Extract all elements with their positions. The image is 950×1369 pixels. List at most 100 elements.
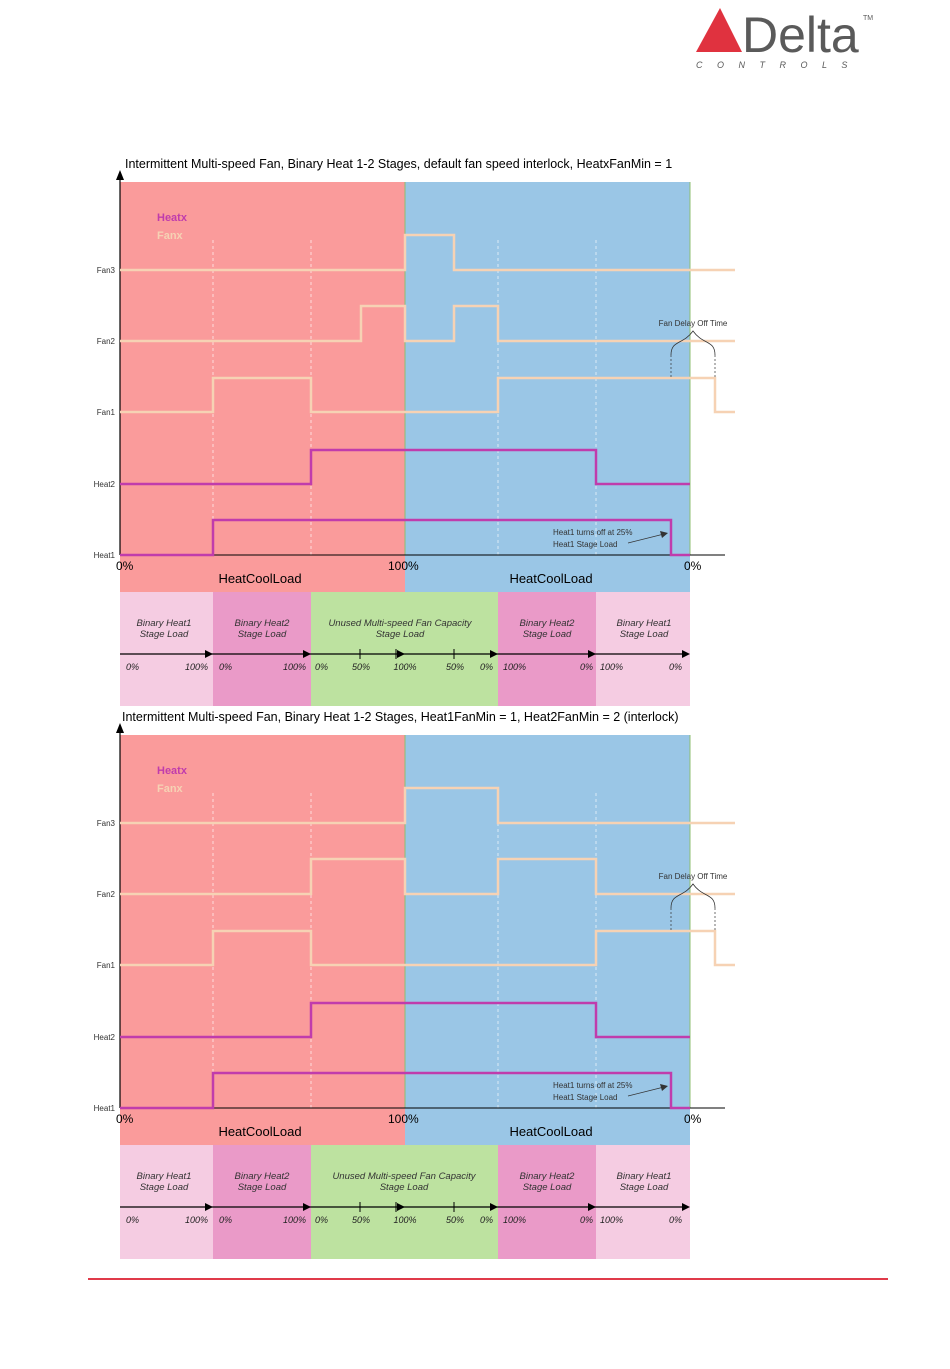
- stage-arrow-icon: [205, 650, 213, 658]
- stage-box-3-tick-0: 0%: [315, 1215, 328, 1225]
- stage-box-1-line1: Binary Heat1: [137, 1171, 192, 1182]
- stage-arrow-icon: [490, 650, 498, 658]
- heat1-note-line1: Heat1 turns off at 25%: [553, 1081, 632, 1090]
- stage-box-1-left: 0%: [126, 1215, 139, 1225]
- x-tick-0-right: 0%: [684, 559, 702, 573]
- stage-box-2-line2: Stage Load: [238, 1182, 287, 1193]
- stage-arrow-icon: [397, 1203, 405, 1211]
- stage-box-5-line1: Binary Heat1: [617, 618, 672, 629]
- stage-box-3-line2: Stage Load: [380, 1182, 429, 1193]
- y-label-heat2: Heat2: [94, 1033, 116, 1042]
- x-section-label-cool: HeatCoolLoad: [509, 1124, 592, 1139]
- logo-triangle-icon: [696, 8, 742, 52]
- logo-subtitle: C O N T R O L S: [696, 60, 853, 70]
- heat2-trace: [120, 448, 690, 486]
- y-label-heat1: Heat1: [94, 551, 116, 560]
- stage-box-2-line1: Binary Heat2: [235, 618, 291, 629]
- diagram-title: Intermittent Multi-speed Fan, Binary Hea…: [125, 157, 672, 171]
- stage-box-3-tick-1: 50%: [352, 1215, 370, 1225]
- stage-arrow-icon: [588, 650, 596, 658]
- stage-box-3-tick-1: 50%: [352, 662, 370, 672]
- y-label-fan2: Fan2: [97, 337, 116, 346]
- legend-heat: Heatx: [157, 212, 188, 224]
- stage-box-5-left: 100%: [600, 1215, 623, 1225]
- x-section-label-heat: HeatCoolLoad: [218, 571, 301, 586]
- x-tick-0: 0%: [116, 1112, 134, 1126]
- stage-box-1-line2: Stage Load: [140, 629, 189, 640]
- stage-box-4-line2: Stage Load: [523, 629, 572, 640]
- fan-delay-label: Fan Delay Off Time: [659, 872, 728, 881]
- heat1-trace: [120, 1071, 690, 1110]
- y-label-heat1: Heat1: [94, 1104, 116, 1113]
- logo-word: Delta: [742, 7, 859, 63]
- stage-box-4-right: 0%: [580, 662, 593, 672]
- stage-box-1-right: 100%: [185, 662, 208, 672]
- stage-box-4-line1: Binary Heat2: [520, 618, 576, 629]
- stage-box-3-tick-2: 100%: [393, 662, 416, 672]
- fan3-trace: [120, 233, 735, 272]
- fan2-trace: [120, 304, 735, 343]
- x-tick-100: 100%: [388, 559, 419, 573]
- stage-box-4-right: 0%: [580, 1215, 593, 1225]
- stage-box-3-tick-2: 100%: [393, 1215, 416, 1225]
- stage-arrow-icon: [682, 650, 690, 658]
- x-section-label-cool: HeatCoolLoad: [509, 571, 592, 586]
- cooling-region: [405, 182, 690, 592]
- y-label-heat2: Heat2: [94, 480, 116, 489]
- fan3-trace: [120, 786, 735, 825]
- x-tick-100: 100%: [388, 1112, 419, 1126]
- stage-box-3-tick-3: 50%: [446, 1215, 464, 1225]
- arrow-icon: [660, 1084, 668, 1091]
- stage-box-4-left: 100%: [503, 662, 526, 672]
- stage-box-3-line1: Unused Multi-speed Fan Capacity: [332, 1171, 476, 1182]
- stage-box-3-tick-4: 0%: [480, 1215, 493, 1225]
- diagram-1: Intermittent Multi-speed Fan, Binary Hea…: [0, 150, 950, 710]
- fan1-trace: [120, 929, 735, 967]
- arrow-icon: [660, 531, 668, 538]
- stage-box-3-tick-0: 0%: [315, 662, 328, 672]
- y-label-fan3: Fan3: [97, 266, 116, 275]
- stage-box-2-left: 0%: [219, 662, 232, 672]
- legend-fan: Fanx: [157, 230, 184, 242]
- heat2-trace: [120, 1001, 690, 1039]
- diagram-2: Intermittent Multi-speed Fan, Binary Hea…: [0, 703, 950, 1263]
- legend-heat: Heatx: [157, 765, 188, 777]
- stage-box-1-left: 0%: [126, 662, 139, 672]
- stage-box-2-line2: Stage Load: [238, 629, 287, 640]
- stage-box-5-line2: Stage Load: [620, 629, 669, 640]
- fan-delay-label: Fan Delay Off Time: [659, 319, 728, 328]
- stage-box-1-line2: Stage Load: [140, 1182, 189, 1193]
- stage-box-4-left: 100%: [503, 1215, 526, 1225]
- legend-fan: Fanx: [157, 783, 184, 795]
- stage-arrow-icon: [303, 1203, 311, 1211]
- heat1-note-line2: Heat1 Stage Load: [553, 540, 618, 549]
- stage-arrow-icon: [682, 1203, 690, 1211]
- stage-box-2-left: 0%: [219, 1215, 232, 1225]
- y-label-fan2: Fan2: [97, 890, 116, 899]
- stage-arrow-icon: [205, 1203, 213, 1211]
- stage-box-4-line2: Stage Load: [523, 1182, 572, 1193]
- x-tick-0: 0%: [116, 559, 134, 573]
- stage-arrow-icon: [588, 1203, 596, 1211]
- stage-box-2-right: 100%: [283, 1215, 306, 1225]
- stage-box-1-right: 100%: [185, 1215, 208, 1225]
- stage-box-5-right: 0%: [669, 1215, 682, 1225]
- x-section-label-heat: HeatCoolLoad: [218, 1124, 301, 1139]
- stage-box-3-line2: Stage Load: [376, 629, 425, 640]
- fan2-trace: [120, 857, 735, 896]
- stage-box-4-line1: Binary Heat2: [520, 1171, 576, 1182]
- stage-box-5-right: 0%: [669, 662, 682, 672]
- heat1-note-line1: Heat1 turns off at 25%: [553, 528, 632, 537]
- stage-arrow-icon: [303, 650, 311, 658]
- delta-controls-logo: Delta TM C O N T R O L S: [690, 2, 890, 74]
- stage-arrow-icon: [490, 1203, 498, 1211]
- diagram-title: Intermittent Multi-speed Fan, Binary Hea…: [122, 710, 679, 724]
- fan1-trace: [120, 376, 735, 414]
- heating-region: [120, 735, 405, 1145]
- x-tick-0-right: 0%: [684, 1112, 702, 1126]
- stage-box-5-line1: Binary Heat1: [617, 1171, 672, 1182]
- heating-region: [120, 182, 405, 592]
- heat1-trace: [120, 518, 690, 557]
- footer-rule: [88, 1278, 888, 1280]
- stage-box-2-right: 100%: [283, 662, 306, 672]
